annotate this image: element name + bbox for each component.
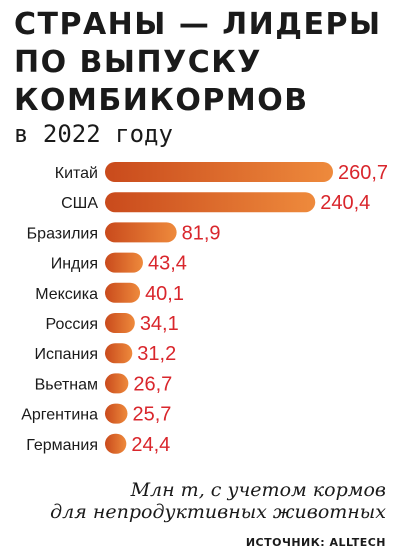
title-line-1: СТРАНЫ — ЛИДЕРЫ xyxy=(14,7,382,42)
bar xyxy=(105,282,141,303)
category-label: Испания xyxy=(35,346,99,363)
value-label: 24,4 xyxy=(131,434,170,456)
value-label: 260,7 xyxy=(338,162,388,184)
bar xyxy=(105,252,143,273)
bar xyxy=(105,222,177,243)
category-label: Мексика xyxy=(35,286,98,303)
category-label: США xyxy=(61,195,98,212)
category-label: Бразилия xyxy=(27,225,98,242)
bar xyxy=(105,192,316,213)
units-note-line-2: для непродуктивных животных xyxy=(50,501,386,523)
bar xyxy=(105,433,127,454)
category-label: Китай xyxy=(55,165,98,182)
chart-subtitle: в 2022 году xyxy=(14,120,173,148)
units-note: Млн т, с учетом кормов для непродуктивны… xyxy=(50,479,386,523)
category-label: Вьетнам xyxy=(35,376,98,393)
bar xyxy=(105,373,129,394)
bar-chart: Китай 260,7 США 240,4 Бразилия 81,9 Индия 43,4 М… xyxy=(21,162,388,456)
units-note-line-1: Млн т, с учетом кормов xyxy=(130,479,386,501)
title-line-3: КОМБИКОРМОВ xyxy=(14,83,309,118)
category-label: Германия xyxy=(26,437,98,454)
source-credit: ИСТОЧНИК: ALLTECH xyxy=(245,536,386,549)
value-label: 43,4 xyxy=(148,253,187,275)
title-line-2: ПО ВЫПУСКУ xyxy=(14,45,262,80)
bar xyxy=(105,313,135,333)
value-label: 81,9 xyxy=(182,222,221,244)
chart-title: СТРАНЫ — ЛИДЕРЫ ПО ВЫПУСКУ КОМБИКОРМОВ xyxy=(14,6,394,120)
value-label: 31,2 xyxy=(137,343,176,365)
value-label: 25,7 xyxy=(132,404,171,426)
category-label: Аргентина xyxy=(21,407,98,424)
value-label: 240,4 xyxy=(320,192,370,214)
category-label: Россия xyxy=(46,316,98,333)
value-label: 40,1 xyxy=(145,283,184,305)
bar xyxy=(105,403,128,424)
value-label: 26,7 xyxy=(133,373,172,395)
category-label: Индия xyxy=(51,256,98,273)
value-label: 34,1 xyxy=(140,313,179,335)
bar xyxy=(105,162,333,182)
bar xyxy=(105,343,133,364)
